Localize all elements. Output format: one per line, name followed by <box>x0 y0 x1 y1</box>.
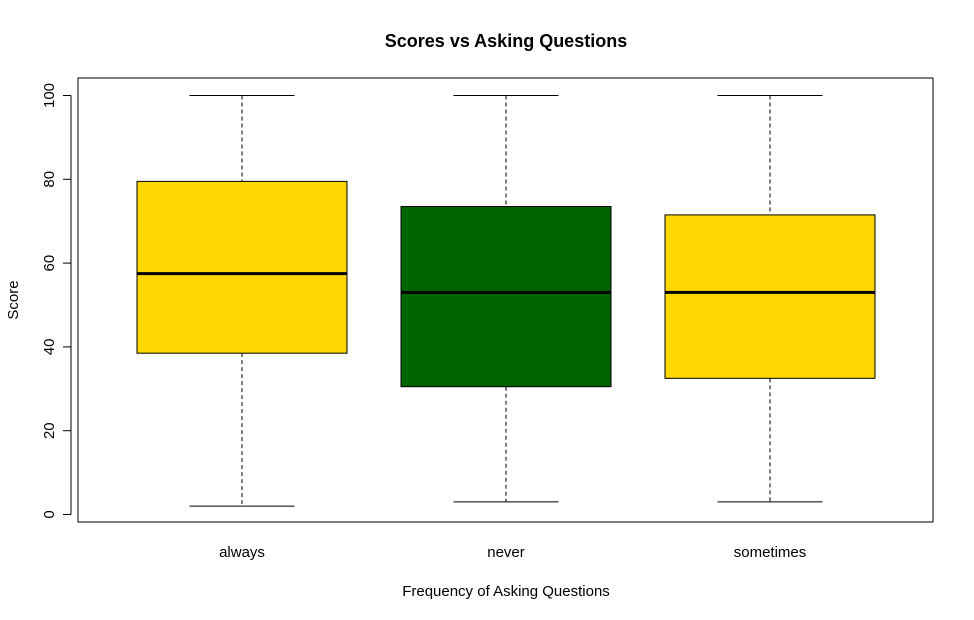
box-never <box>400 95 612 503</box>
x-axis-label: Frequency of Asking Questions <box>402 583 610 600</box>
iqr-box <box>664 214 876 379</box>
y-axis-label: Score <box>5 280 22 319</box>
y-tick-label: 40 <box>41 339 58 356</box>
iqr-box <box>136 180 348 354</box>
box-sometimes <box>664 95 876 503</box>
y-axis: 0 20 40 60 80 100 <box>41 83 72 519</box>
x-tick-label: always <box>219 544 265 561</box>
y-tick-label: 80 <box>41 171 58 188</box>
x-axis: always never sometimes <box>219 544 806 561</box>
box-always <box>136 95 348 507</box>
x-tick-label: never <box>487 544 525 561</box>
iqr-box <box>400 206 612 388</box>
y-tick-label: 60 <box>41 255 58 272</box>
x-tick-label: sometimes <box>734 544 807 561</box>
boxes-group <box>136 95 876 507</box>
plot-area-frame <box>77 77 934 523</box>
y-tick-label: 0 <box>41 510 58 518</box>
y-tick-label: 100 <box>41 83 58 108</box>
chart-title: Scores vs Asking Questions <box>385 31 627 51</box>
y-tick-label: 20 <box>41 422 58 439</box>
